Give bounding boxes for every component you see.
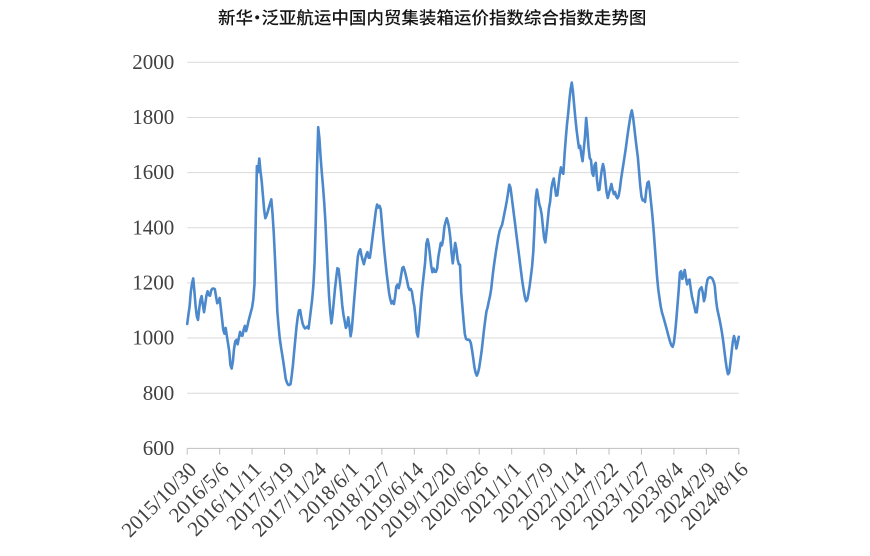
svg-text:600: 600 (143, 436, 175, 460)
svg-text:1800: 1800 (132, 105, 174, 129)
svg-text:800: 800 (143, 381, 175, 405)
svg-text:2000: 2000 (132, 50, 174, 74)
svg-text:1400: 1400 (132, 215, 174, 239)
svg-text:1000: 1000 (132, 326, 174, 350)
svg-text:1600: 1600 (132, 160, 174, 184)
svg-text:1200: 1200 (132, 271, 174, 295)
